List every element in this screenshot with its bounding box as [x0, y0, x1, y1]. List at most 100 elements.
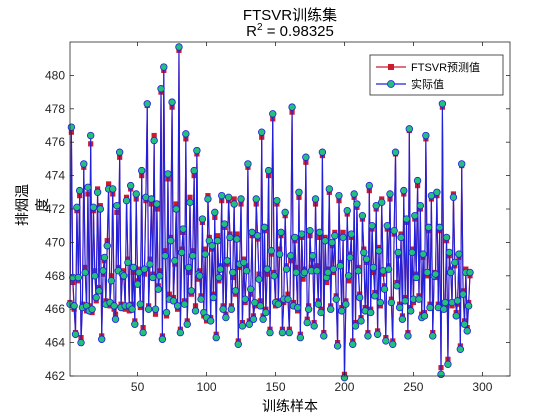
series-2-point	[71, 330, 80, 338]
series-2-point	[70, 302, 78, 310]
series-2-point	[354, 267, 362, 275]
y-tick-label: 464	[45, 336, 65, 350]
series-2-point	[229, 268, 237, 277]
series-2-point	[366, 308, 375, 317]
series-2-point	[275, 250, 284, 258]
series-2-point	[393, 282, 401, 290]
series-2-point	[325, 185, 334, 193]
series-2-point	[111, 315, 120, 323]
series-2-point	[293, 303, 302, 312]
series-2-point	[358, 211, 367, 220]
x-tick-label: 200	[334, 380, 354, 394]
series-2-point	[302, 153, 310, 161]
series-2-point	[182, 130, 190, 138]
series-2-point	[144, 305, 153, 313]
subtitle-prefix: R	[246, 23, 257, 40]
series-2-point	[253, 232, 262, 240]
series-2-point	[335, 191, 343, 200]
series-2-point	[338, 307, 346, 315]
series-2-point	[179, 225, 187, 233]
series-2-point	[224, 193, 233, 202]
series-2-point	[157, 85, 165, 93]
series-2-point	[372, 201, 380, 210]
series-2-point	[92, 293, 100, 302]
series-2-point	[273, 196, 281, 205]
series-2-point	[416, 201, 425, 210]
series-2-point	[206, 317, 215, 325]
series-2-point	[455, 250, 463, 258]
series-2-point	[466, 268, 474, 277]
series-2-point	[208, 242, 216, 250]
subtitle-superscript: 2	[256, 22, 263, 33]
series-2-point	[346, 253, 354, 262]
series-2-point	[245, 320, 254, 328]
series-2-point	[387, 298, 396, 307]
series-2-point	[77, 338, 85, 347]
series-2-point	[277, 228, 285, 237]
y-axis-label: 排烟温度	[15, 184, 51, 226]
series-2-point	[284, 295, 292, 303]
x-tick-label: 50	[131, 380, 145, 394]
series-2-point	[365, 181, 374, 190]
series-2-point	[270, 272, 278, 280]
series-2-point	[122, 196, 131, 205]
series-2-point	[168, 98, 176, 106]
series-2-point	[180, 300, 189, 308]
series-2-point	[256, 302, 265, 310]
series-2-point	[303, 318, 311, 327]
series-2-point	[317, 308, 325, 317]
series-1-point	[346, 278, 352, 284]
series-2-point	[249, 315, 258, 323]
series-2-point	[150, 136, 158, 145]
series-2-point	[262, 308, 270, 317]
series-2-point	[195, 272, 204, 280]
series-2-point	[115, 148, 124, 156]
series-2-point	[226, 233, 234, 242]
series-2-point	[158, 335, 167, 343]
series-2-point	[376, 298, 385, 307]
series-2-point	[364, 332, 372, 340]
series-2-point	[351, 322, 360, 330]
series-2-point	[74, 273, 82, 282]
series-2-point	[209, 293, 218, 302]
series-2-point	[320, 332, 328, 340]
series-2-point	[368, 221, 376, 230]
series-2-point	[444, 360, 452, 369]
series-2-point	[415, 295, 423, 303]
series-2-point	[349, 340, 357, 348]
series-2-point	[80, 160, 88, 168]
series-2-point	[304, 305, 313, 313]
series-2-point	[269, 110, 277, 118]
series-2-point	[155, 272, 164, 280]
series-2-point	[219, 305, 227, 313]
series-2-point	[244, 160, 252, 168]
series-2-point	[324, 268, 332, 277]
series-2-point	[184, 263, 193, 272]
series-2-point	[339, 233, 347, 242]
series-2-point	[263, 265, 271, 273]
series-2-point	[135, 268, 143, 277]
series-2-point	[373, 330, 382, 338]
series-2-point	[458, 160, 466, 168]
series-2-point	[191, 307, 200, 315]
series-2-point	[298, 230, 306, 238]
series-2-point	[378, 198, 386, 207]
axes-layer: 50 100 150 200 250 300 462 464 466 468 470 472 474 47…	[45, 41, 511, 394]
series-2-point	[241, 295, 249, 303]
series-2-point	[143, 100, 151, 108]
series-2-point	[419, 250, 427, 258]
series-1-point	[173, 201, 179, 207]
series-1-point	[323, 279, 330, 286]
series-2-point	[187, 287, 196, 295]
series-2-point	[452, 312, 460, 320]
series-2-point	[395, 303, 404, 312]
series-2-point	[201, 250, 209, 258]
series-2-point	[216, 265, 225, 273]
series-2-point	[328, 238, 336, 247]
series-2-point	[126, 181, 135, 190]
series-2-point	[103, 242, 111, 250]
series-2-point	[129, 263, 138, 272]
series-2-point	[75, 186, 84, 195]
